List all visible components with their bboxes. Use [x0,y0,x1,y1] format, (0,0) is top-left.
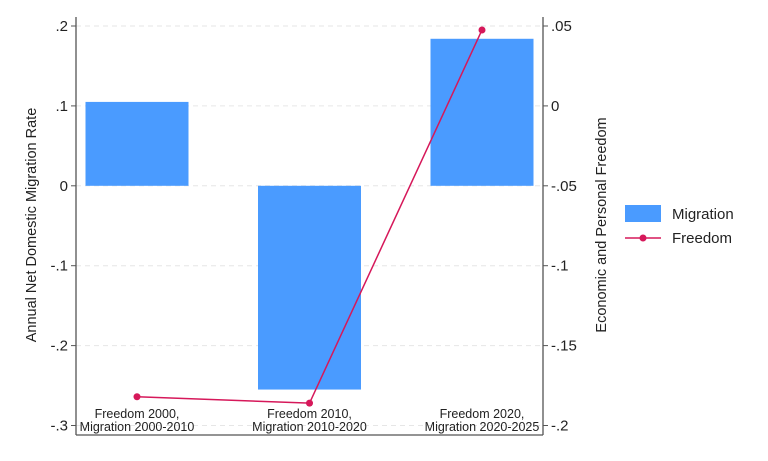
legend-label-freedom: Freedom [672,230,732,247]
point-freedom [133,393,141,401]
bar-migration [85,101,189,186]
right-tick-label: -.15 [551,338,577,355]
y-axis-title: Annual Net Domestic Migration Rate [24,108,40,343]
category-label: Migration 2010-2020 [252,420,367,434]
bar-migration [258,185,361,390]
legend-label-migration: Migration [672,206,734,223]
category-label: Freedom 2000, [95,407,180,421]
left-tick-label: .1 [55,98,68,115]
category-label: Freedom 2020, [440,407,525,421]
left-tick-label: 0 [60,178,68,195]
bar-migration [430,38,534,186]
legend-marker-freedom [639,234,647,242]
category-label: Migration 2000-2010 [80,420,195,434]
category-label: Migration 2020-2025 [425,420,540,434]
category-label: Freedom 2010, [267,407,352,421]
right-tick-label: 0 [551,98,559,115]
right-tick-label: -.2 [551,418,569,435]
point-freedom [306,399,313,407]
left-tick-label: -.2 [50,338,68,355]
left-tick-label: -.3 [50,418,68,435]
right-tick-label: -.05 [551,178,577,195]
right-tick-label: .05 [551,18,572,35]
point-freedom [478,26,486,34]
left-tick-label: .2 [55,18,68,35]
y2-axis-title: Economic and Personal Freedom [594,117,610,332]
left-tick-label: -.1 [50,258,68,275]
legend-swatch-migration [625,205,661,222]
right-tick-label: -.1 [551,258,569,275]
